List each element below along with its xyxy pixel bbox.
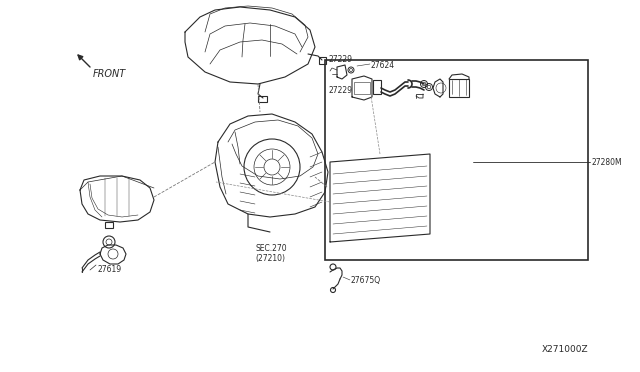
Text: SEC.270
(27210): SEC.270 (27210) [255, 244, 287, 263]
Bar [373, 80, 381, 94]
Bar [325, 60, 588, 260]
Bar [105, 222, 113, 228]
Text: 27229: 27229 [329, 55, 353, 64]
Bar [258, 96, 267, 102]
Bar [449, 79, 469, 97]
Bar [354, 82, 370, 94]
Text: 27675Q: 27675Q [351, 276, 381, 285]
Text: X271000Z: X271000Z [541, 345, 588, 354]
Text: 27619: 27619 [97, 266, 121, 275]
Text: 27229: 27229 [329, 86, 353, 95]
Text: 27280M: 27280M [592, 157, 623, 167]
Bar [319, 57, 326, 64]
Text: FRONT: FRONT [93, 69, 126, 79]
Text: 27624: 27624 [371, 61, 395, 70]
